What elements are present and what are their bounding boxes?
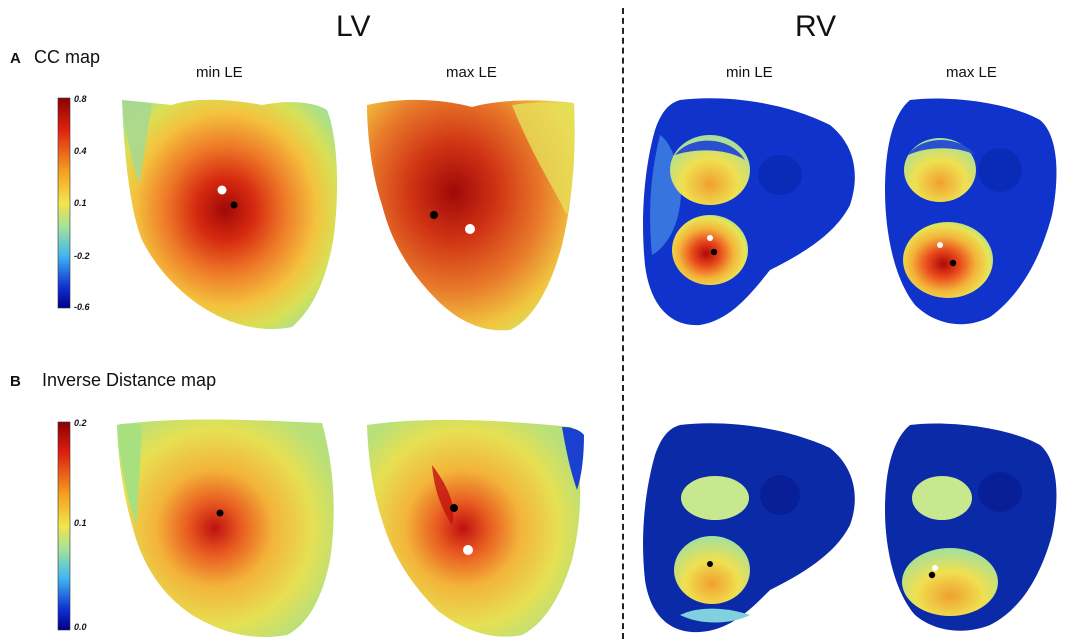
rv-max-le-inverse-distance-image xyxy=(885,423,1057,631)
lv-max-le-inverse-distance-image xyxy=(367,419,584,637)
rv-min-le-inverse-distance-image xyxy=(643,423,855,633)
panel-a-rv-min-label: min LE xyxy=(726,64,773,81)
lv-max-le-white-marker xyxy=(465,224,475,234)
rv-max-le-id-white-marker xyxy=(932,565,938,571)
lv-min-le-black-marker xyxy=(230,201,238,209)
cc-tick-1: 0.4 xyxy=(74,146,87,156)
panel-a-lv-max-label: max LE xyxy=(446,64,497,81)
panel-a-title: CC map xyxy=(34,47,101,67)
lv-max-le-id-white-marker xyxy=(463,545,473,555)
lv-max-le-cc-image xyxy=(367,99,575,331)
rv-min-le-white-marker xyxy=(707,235,713,241)
lv-min-le-white-marker xyxy=(217,185,227,195)
section-divider xyxy=(622,8,624,639)
panel-a-rv-max-label: max LE xyxy=(946,64,997,81)
cc-tick-3: -0.2 xyxy=(74,251,90,261)
rv-max-le-cc-image xyxy=(885,98,1057,325)
rv-min-le-id-black-marker xyxy=(707,561,713,567)
inverse-distance-tick-0: 0.2 xyxy=(74,418,87,428)
panel-b-title: Inverse Distance map xyxy=(42,370,217,390)
rv-header: RV xyxy=(795,10,837,43)
rv-max-le-id-black-marker xyxy=(928,571,936,579)
lv-min-le-cc-image xyxy=(122,99,338,330)
panel-a-letter: A xyxy=(10,50,21,67)
lv-header: LV xyxy=(336,10,371,43)
lv-min-le-id-black-marker xyxy=(216,509,224,517)
cc-colorbar xyxy=(57,97,71,309)
lv-min-le-inverse-distance-image xyxy=(117,419,334,637)
lv-max-le-black-marker xyxy=(430,211,438,219)
rv-min-le-black-marker xyxy=(710,248,718,256)
rv-max-le-black-marker xyxy=(949,259,957,267)
rv-max-le-white-marker xyxy=(937,242,943,248)
inverse-distance-colorbar xyxy=(57,421,71,631)
panel-a-lv-min-label: min LE xyxy=(196,64,243,81)
lv-max-le-id-black-marker xyxy=(450,504,458,512)
panel-b-letter: B xyxy=(10,373,21,390)
inverse-distance-tick-2: 0.0 xyxy=(74,622,87,632)
rv-min-le-cc-image xyxy=(643,98,855,326)
cc-tick-2: 0.1 xyxy=(74,198,87,208)
cc-tick-4: -0.6 xyxy=(74,302,90,312)
cc-tick-0: 0.8 xyxy=(74,94,87,104)
inverse-distance-tick-1: 0.1 xyxy=(74,518,87,528)
